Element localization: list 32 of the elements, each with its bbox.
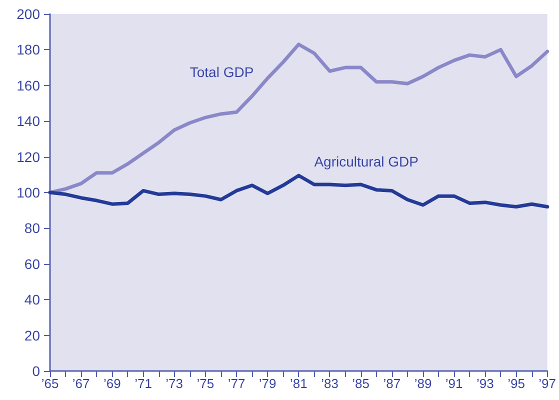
x-tick-label: ’97 (538, 376, 556, 391)
line-series (48, 174, 550, 209)
y-tick-label: 120 (16, 148, 40, 165)
series-label: Agricultural GDP (314, 153, 418, 170)
x-tick-label: ’77 (228, 376, 246, 391)
x-tick-label: ’73 (166, 376, 184, 391)
y-tick-label: 80 (24, 220, 40, 236)
x-tick-label: ’79 (258, 376, 276, 391)
series-label: Total GDP (190, 64, 254, 80)
x-tick-label: ’89 (414, 376, 432, 391)
x-tick-label: ’83 (321, 376, 338, 391)
y-tick-label: 140 (16, 113, 40, 130)
y-tick-label: 0 (32, 363, 40, 379)
x-tick-label: ’67 (72, 376, 90, 391)
line-series (48, 42, 550, 194)
x-tick-label: ’75 (196, 376, 214, 391)
y-tick-label: 160 (16, 77, 40, 94)
x-tick-label: ’93 (476, 376, 494, 391)
x-tick-label: ’71 (134, 376, 152, 391)
x-tick-label: ’95 (508, 376, 525, 391)
x-tick-label: ’85 (352, 376, 370, 391)
x-tick-label: ’81 (290, 376, 308, 391)
y-tick-label: 20 (24, 327, 40, 344)
y-tick-label: 100 (16, 184, 40, 200)
y-tick-label: 200 (16, 6, 40, 22)
y-tick-label: 40 (24, 292, 40, 308)
x-tick-label: ’91 (445, 376, 463, 391)
y-tick-label: 180 (16, 42, 40, 58)
x-tick-label: ’87 (383, 376, 401, 391)
y-tick-label: 60 (24, 256, 40, 272)
x-tick-label: ’65 (41, 376, 59, 391)
x-tick-label: ’69 (103, 376, 121, 391)
